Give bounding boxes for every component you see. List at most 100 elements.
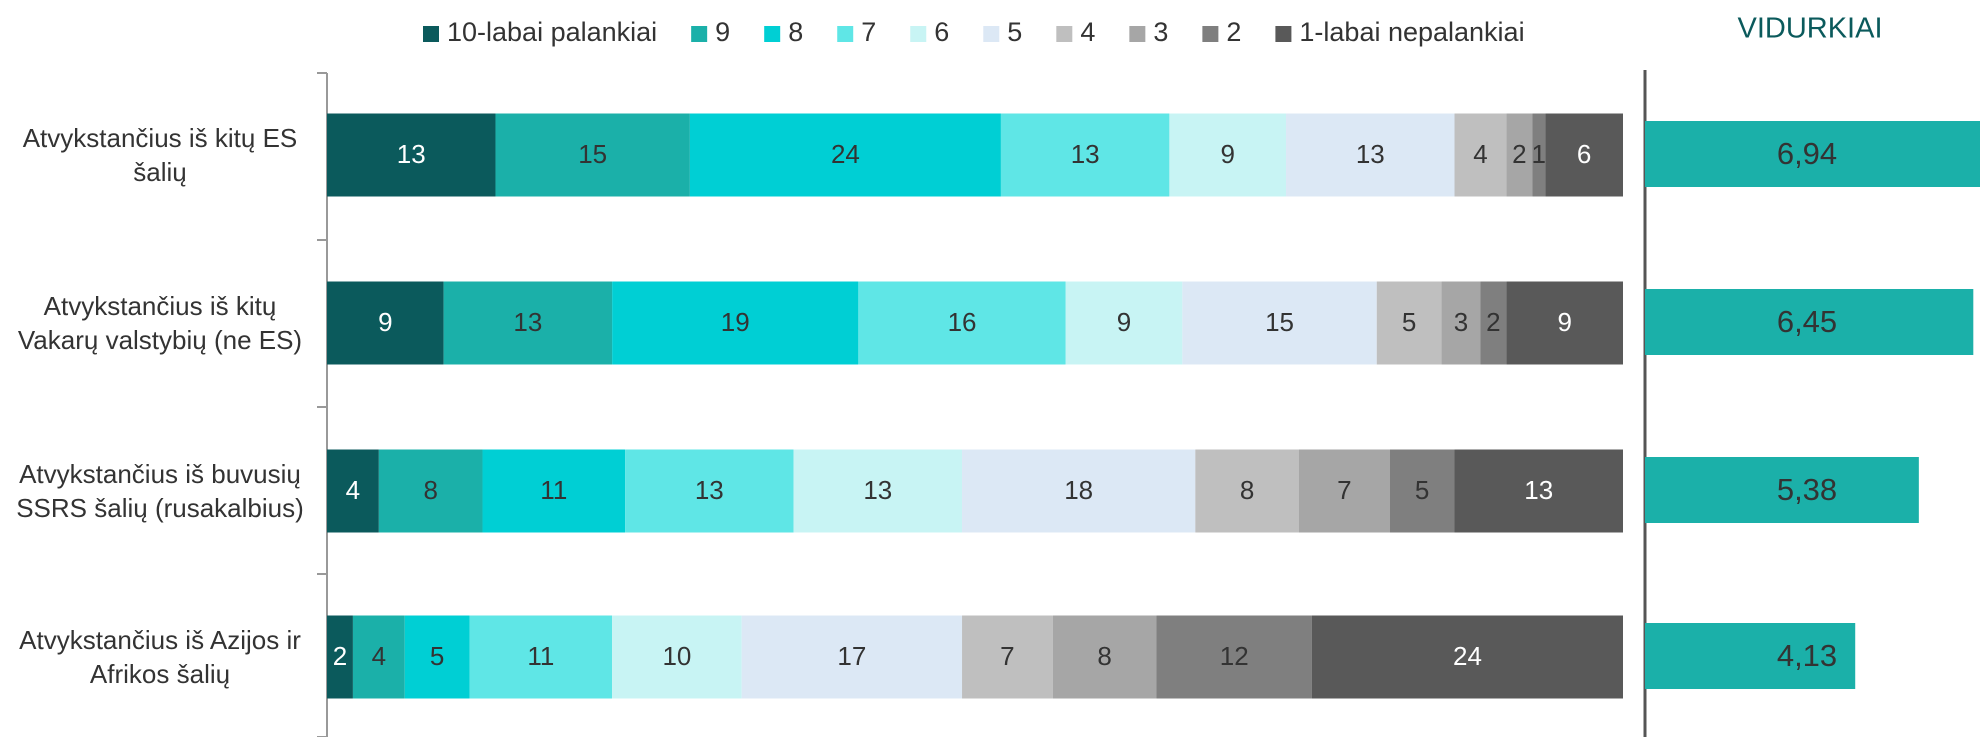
data-label: 2	[1512, 139, 1526, 169]
data-label: 11	[540, 475, 567, 505]
data-label: 6	[1577, 139, 1591, 169]
data-label: 19	[721, 307, 750, 337]
bar-segment	[1506, 113, 1533, 197]
legend-label: 2	[1226, 17, 1241, 47]
data-label: 17	[837, 641, 866, 671]
bar-segment	[1065, 281, 1183, 365]
bar-segment	[858, 281, 1066, 365]
bar-segment	[1182, 281, 1377, 365]
data-label: 18	[1064, 475, 1093, 505]
data-label: 7	[1000, 641, 1014, 671]
chart-title: VIDURKIAI	[1737, 13, 1882, 45]
bar	[1645, 457, 1919, 523]
legend-label: 4	[1080, 17, 1095, 47]
data-label: 4	[372, 641, 386, 671]
data-label: 11	[527, 641, 554, 671]
bar	[1645, 623, 1856, 689]
bar-segment	[1532, 113, 1546, 197]
data-label: 13	[397, 139, 426, 169]
category-label: Atvykstančius iš buvusių SSRS šalių (rus…	[16, 459, 304, 523]
category-label: Atvykstančius iš kitų Vakarų valstybių (…	[17, 291, 303, 355]
data-label: 5	[1402, 307, 1416, 337]
bar-segment	[1311, 615, 1623, 699]
legend-swatch	[1129, 26, 1146, 42]
bar-segment	[327, 449, 379, 533]
data-label: 2	[1486, 307, 1500, 337]
legend-swatch	[423, 26, 439, 42]
bar-segment	[1506, 281, 1623, 365]
data-label: 24	[831, 139, 860, 169]
bar	[1645, 289, 1974, 355]
bar-segment	[689, 113, 1001, 197]
legend-label: 5	[1007, 17, 1022, 47]
legend-swatch	[910, 26, 927, 42]
bar-segment	[1454, 449, 1623, 533]
category-label: Atvykstančius iš Azijos ir Afrikos šalių	[19, 625, 301, 689]
bar-segment	[1454, 113, 1507, 197]
data-label: 1	[1532, 139, 1546, 169]
data-label: 9	[1220, 139, 1234, 169]
bar-segment	[1000, 113, 1170, 197]
legend-swatch	[983, 26, 1000, 42]
bar-segment	[482, 449, 626, 533]
bar-segment	[1195, 449, 1299, 533]
data-label: 13	[695, 475, 724, 505]
bar-segment	[443, 281, 613, 365]
bar-segment	[327, 281, 444, 365]
bar-segment	[469, 615, 613, 699]
data-label: 5	[430, 641, 444, 671]
data-label: 8	[423, 475, 437, 505]
bar-segment	[1441, 281, 1481, 365]
data-label: 8	[1097, 641, 1111, 671]
data-label: 9	[1557, 307, 1571, 337]
data-label: 7	[1337, 475, 1351, 505]
legend-label: 9	[715, 17, 730, 47]
legend-swatch	[1056, 26, 1073, 42]
category-label: Atvykstančius iš kitų ES šalių	[22, 123, 298, 187]
data-label: 9	[378, 307, 392, 337]
bar-segment	[962, 615, 1053, 699]
bar-segment	[327, 615, 353, 699]
data-label: 4	[346, 475, 360, 505]
bar-segment	[1480, 281, 1507, 365]
legend-swatch	[691, 26, 708, 42]
data-label: 8	[1240, 475, 1254, 505]
bar-segment	[625, 449, 794, 533]
bar-segment	[1389, 449, 1455, 533]
bar-segment	[378, 449, 483, 533]
legend-swatch	[764, 26, 781, 42]
legend-swatch	[1275, 26, 1292, 42]
data-label: 13	[1356, 139, 1385, 169]
legend-swatch	[837, 26, 854, 42]
legend-label: 8	[788, 17, 803, 47]
data-label: 15	[1265, 307, 1294, 337]
bar-segment	[1169, 113, 1287, 197]
bar-segment	[495, 113, 690, 197]
legend-label: 10-labai palankiai	[447, 17, 657, 47]
bar-segment	[1052, 615, 1157, 699]
bar-segment	[327, 113, 496, 197]
bar-segment	[1545, 113, 1623, 197]
data-label: 13	[1524, 475, 1553, 505]
legend-label: 6	[934, 17, 949, 47]
data-label: 6,45	[1777, 304, 1837, 339]
data-label: 13	[863, 475, 892, 505]
bar-segment	[612, 615, 742, 699]
data-label: 6,94	[1777, 136, 1837, 171]
bar-segment	[741, 615, 963, 699]
data-label: 5,38	[1777, 472, 1837, 507]
data-label: 13	[513, 307, 542, 337]
data-label: 5	[1415, 475, 1429, 505]
legend-swatch	[1202, 26, 1219, 42]
bar-segment	[1156, 615, 1312, 699]
bar-segment	[1376, 281, 1442, 365]
bar-segment	[962, 449, 1196, 533]
legend-label: 7	[861, 17, 876, 47]
data-label: 16	[948, 307, 977, 337]
bar-segment	[1299, 449, 1390, 533]
bar-segment	[404, 615, 470, 699]
bar-segment	[1286, 113, 1455, 197]
data-label: 4,13	[1777, 638, 1837, 673]
